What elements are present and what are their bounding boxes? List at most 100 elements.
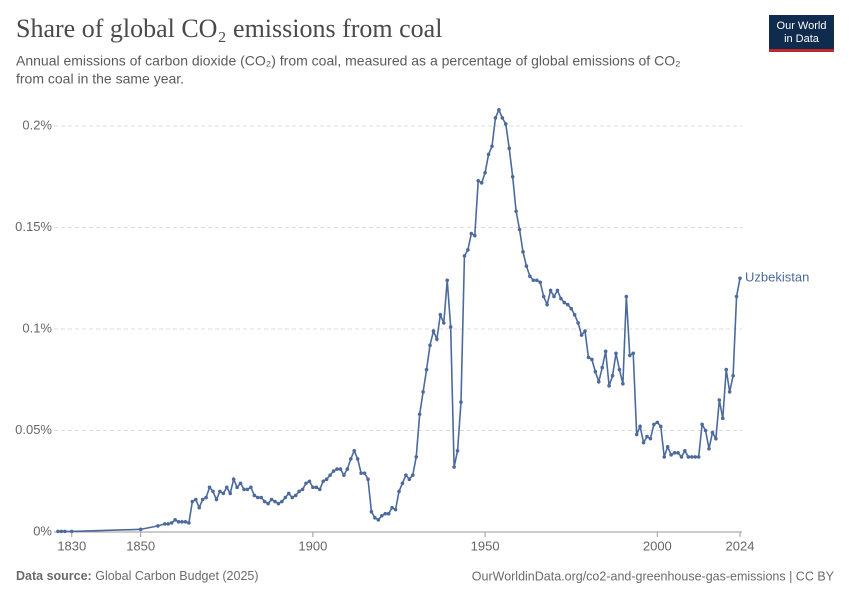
point <box>576 321 580 325</box>
point <box>193 497 198 502</box>
source-name[interactable]: Global Carbon Budget (2025) <box>95 569 258 583</box>
point <box>497 107 501 112</box>
point <box>273 499 277 504</box>
point <box>652 422 656 427</box>
point <box>493 116 498 120</box>
chart-title: Share of global CO₂ emissions from coal <box>16 14 442 43</box>
point <box>231 477 236 482</box>
point <box>490 144 494 149</box>
point <box>335 467 339 471</box>
point <box>445 278 450 283</box>
point <box>476 179 481 183</box>
point <box>386 511 391 516</box>
point <box>352 449 357 453</box>
x-tick-label: 2024 <box>726 538 755 553</box>
point <box>207 485 212 490</box>
point <box>603 349 608 354</box>
point <box>696 455 701 459</box>
point <box>280 499 284 504</box>
point <box>138 527 143 532</box>
point <box>441 321 446 325</box>
point <box>689 455 694 459</box>
point <box>676 451 680 455</box>
point <box>583 329 587 333</box>
point <box>614 351 618 356</box>
point <box>462 254 467 258</box>
point <box>627 353 632 358</box>
point <box>321 479 326 484</box>
point <box>738 276 742 281</box>
point <box>221 491 226 496</box>
point <box>483 170 487 175</box>
point <box>645 434 649 439</box>
x-tick-label: 2000 <box>643 538 672 553</box>
point <box>717 398 722 402</box>
point <box>448 325 453 329</box>
source-prefix: Data source: <box>16 569 92 583</box>
point <box>224 485 229 490</box>
point <box>362 471 367 475</box>
point <box>276 501 281 506</box>
point <box>397 489 401 494</box>
point <box>641 440 646 445</box>
point <box>521 250 525 254</box>
point <box>634 432 639 437</box>
point <box>314 485 319 490</box>
point <box>293 493 298 498</box>
point <box>297 489 301 494</box>
line <box>58 107 741 533</box>
point <box>259 495 264 500</box>
y-tick-label: 0.1% <box>22 320 52 335</box>
point <box>528 274 532 279</box>
point <box>428 343 432 348</box>
point <box>472 233 477 238</box>
point <box>590 357 594 362</box>
point <box>355 457 360 461</box>
point <box>466 248 470 252</box>
point <box>410 473 415 477</box>
url[interactable]: OurWorldinData.org/co2-and-greenhouse-ga… <box>472 569 835 583</box>
logo-text: in Data <box>784 33 820 45</box>
point <box>600 365 605 370</box>
point <box>400 481 405 486</box>
point <box>190 499 195 504</box>
point <box>552 294 556 299</box>
point <box>286 491 291 496</box>
point <box>469 231 474 236</box>
point <box>507 146 512 151</box>
point <box>180 520 184 524</box>
point <box>156 524 160 528</box>
point <box>183 520 188 524</box>
point <box>421 390 425 394</box>
logo[interactable]: Our World in Data <box>769 15 834 52</box>
point <box>348 457 353 461</box>
point <box>534 278 539 283</box>
point <box>407 477 412 482</box>
point <box>324 477 329 482</box>
point <box>707 446 711 451</box>
point <box>204 495 208 500</box>
point <box>369 509 374 514</box>
point <box>214 497 219 502</box>
point <box>255 495 260 500</box>
point <box>624 294 629 299</box>
point <box>596 379 601 384</box>
y-tick-label: 0.05% <box>15 422 52 437</box>
point <box>311 485 315 490</box>
point <box>731 373 735 378</box>
point <box>176 520 181 524</box>
point <box>593 369 598 374</box>
point <box>455 449 460 453</box>
point <box>211 489 215 494</box>
point <box>683 449 687 453</box>
point <box>545 302 549 307</box>
point <box>338 467 343 471</box>
point <box>510 174 515 179</box>
point <box>63 529 67 534</box>
point <box>693 455 698 459</box>
point <box>345 467 350 471</box>
point <box>366 477 370 482</box>
point <box>555 288 560 293</box>
point <box>548 288 553 293</box>
